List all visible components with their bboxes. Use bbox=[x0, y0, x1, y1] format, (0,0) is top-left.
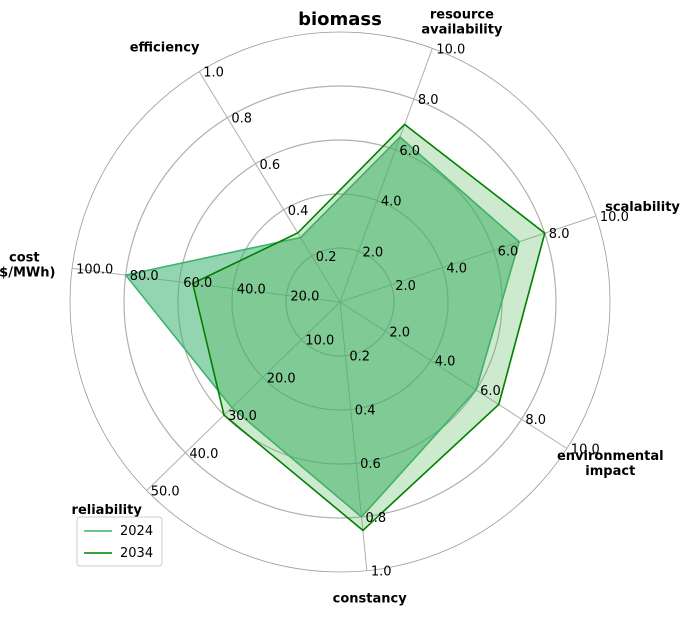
tick-label: 0.2 bbox=[349, 350, 370, 365]
tick-label: 1.0 bbox=[203, 66, 224, 81]
tick-label: 10.0 bbox=[436, 42, 465, 57]
tick-label: 8.0 bbox=[418, 93, 439, 108]
tick-label: 0.4 bbox=[355, 404, 376, 419]
tick-label: 80.0 bbox=[130, 269, 159, 284]
grid-circle bbox=[69, 31, 611, 573]
series-2024 bbox=[124, 136, 521, 519]
tick-label: 20.0 bbox=[267, 371, 296, 386]
tick-label: 4.0 bbox=[435, 355, 456, 370]
tick-label: 0.2 bbox=[316, 250, 337, 265]
tick-label: 6.0 bbox=[480, 384, 501, 399]
tick-label: 6.0 bbox=[498, 244, 519, 259]
tick-label: 4.0 bbox=[446, 262, 467, 277]
axis-label: scalability bbox=[605, 200, 680, 215]
tick-label: 2.0 bbox=[389, 325, 410, 340]
axis-label: cost($/MWh) bbox=[0, 250, 55, 280]
tick-label: 0.6 bbox=[260, 158, 281, 173]
tick-label: 8.0 bbox=[549, 227, 570, 242]
tick-label: 40.0 bbox=[237, 283, 266, 298]
tick-label: 1.0 bbox=[371, 565, 392, 580]
tick-label: 8.0 bbox=[525, 413, 546, 428]
tick-label: 10.0 bbox=[305, 334, 334, 349]
tick-labels: 2.0 4.0 6.0 8.0 10.0 2.0 4.0 6.0 8.0 10.0 2.0 4.0 6.… bbox=[76, 42, 629, 579]
tick-label: 0.8 bbox=[366, 511, 387, 526]
tick-label: 2.0 bbox=[363, 245, 384, 260]
legend: 2024 2034 bbox=[76, 516, 163, 567]
axis-label: reliability bbox=[72, 503, 143, 518]
tick-label: 100.0 bbox=[76, 262, 113, 277]
legend-label-2024: 2024 bbox=[120, 524, 153, 539]
axis-labels: resource availability scalability environme… bbox=[0, 8, 680, 607]
tick-label: 6.0 bbox=[399, 144, 420, 159]
series-2034 bbox=[191, 123, 546, 532]
tick-label: 40.0 bbox=[189, 447, 218, 462]
chart-title: biomass bbox=[298, 9, 382, 30]
grid-circle bbox=[123, 85, 557, 519]
axis-label: constancy bbox=[333, 592, 408, 607]
axis-label: efficiency bbox=[130, 41, 200, 56]
tick-label: 0.4 bbox=[288, 204, 309, 219]
radar-series bbox=[124, 123, 546, 532]
axis-label: environmental impact bbox=[557, 449, 664, 479]
tick-label: 2.0 bbox=[395, 279, 416, 294]
tick-label: 0.8 bbox=[231, 112, 252, 127]
tick-label: 30.0 bbox=[228, 409, 257, 424]
legend-label-2034: 2034 bbox=[120, 546, 153, 561]
tick-label: 0.6 bbox=[360, 457, 381, 472]
tick-label: 4.0 bbox=[381, 195, 402, 210]
tick-label: 60.0 bbox=[183, 276, 212, 291]
tick-label: 10.0 bbox=[571, 443, 600, 458]
tick-label: 10.0 bbox=[600, 210, 629, 225]
tick-label: 50.0 bbox=[151, 485, 180, 500]
axis-label: resource availability bbox=[421, 8, 503, 38]
tick-label: 20.0 bbox=[290, 289, 319, 304]
